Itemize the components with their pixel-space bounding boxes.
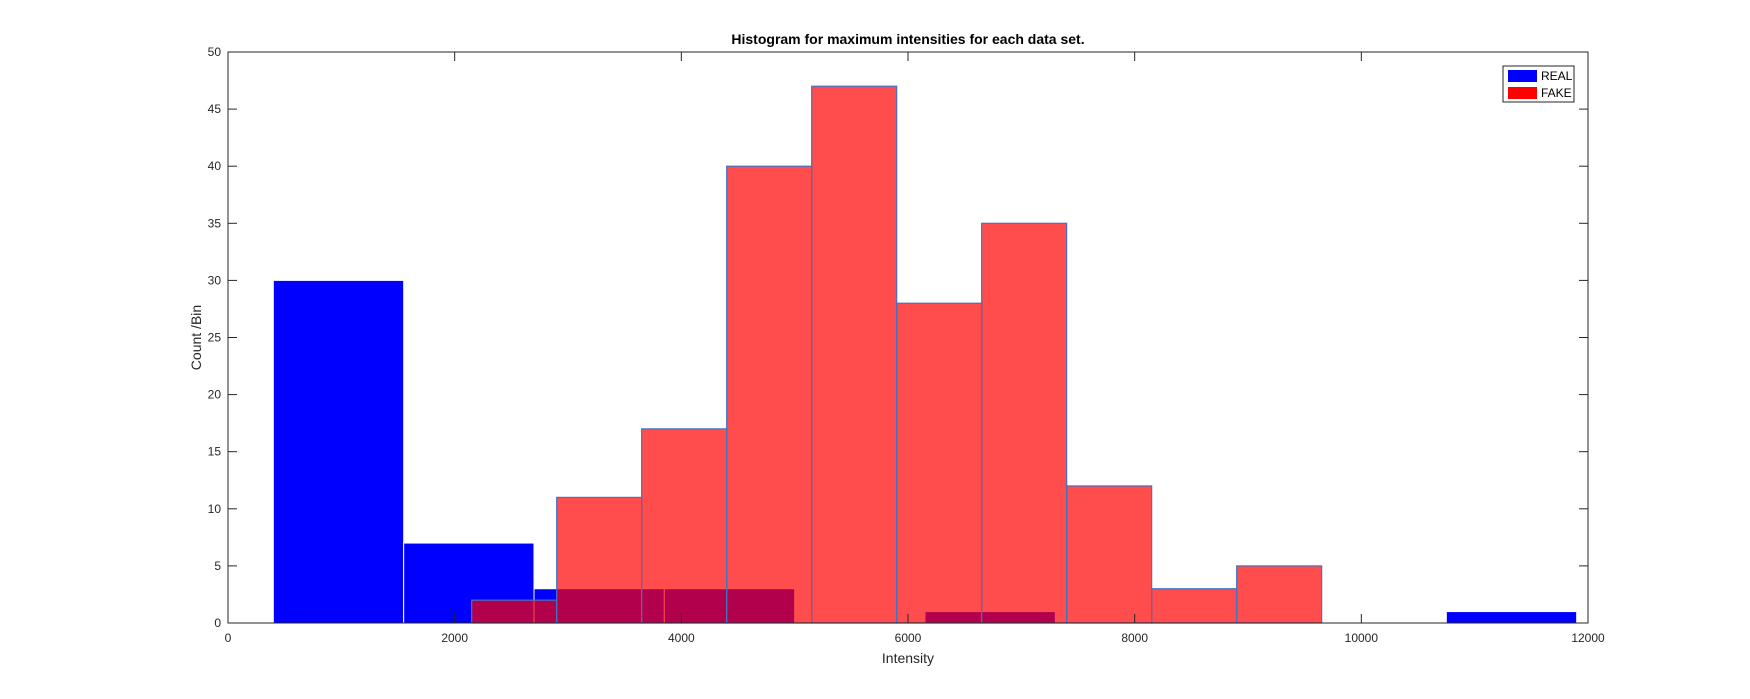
bar-fake-8: [1151, 588, 1238, 624]
x-axis-label: Intensity: [882, 650, 934, 666]
x-tick-label: 10000: [1345, 631, 1379, 645]
x-tick-label: 8000: [1121, 631, 1148, 645]
legend-label-real: REAL: [1541, 69, 1573, 83]
y-tick-label: 20: [208, 388, 222, 402]
bar-fake-0: [471, 599, 558, 624]
bar-fake-2: [641, 428, 728, 624]
y-tick-label: 0: [214, 616, 221, 630]
legend-swatch-fake: [1508, 87, 1537, 99]
x-tick-label: 2000: [441, 631, 468, 645]
y-tick-label: 35: [208, 216, 222, 230]
bars-layer: [272, 85, 1578, 624]
x-tick-label: 0: [225, 631, 232, 645]
legend-label-fake: FAKE: [1541, 86, 1572, 100]
x-tick-label: 6000: [895, 631, 922, 645]
ticks-layer: 0 2000 4000 6000 8000 10000 12000 0 5 10 15 20 25 30 3…: [208, 45, 1605, 645]
bar-fake-3: [726, 165, 813, 624]
bar-fake-1: [556, 496, 643, 624]
chart-title: Histogram for maximum intensities for ea…: [731, 31, 1084, 47]
y-tick-label: 15: [208, 445, 222, 459]
bar-fake-6: [981, 222, 1068, 624]
y-tick-label: 25: [208, 331, 222, 345]
bar-fake-9: [1236, 565, 1323, 624]
y-tick-label: 30: [208, 273, 222, 287]
bar-real-0: [272, 279, 405, 624]
y-tick-label: 10: [208, 502, 222, 516]
x-tick-label: 4000: [668, 631, 695, 645]
x-tick-label: 12000: [1571, 631, 1605, 645]
bar-real-9: [1445, 611, 1578, 624]
bar-fake-4: [811, 85, 898, 624]
bar-fake-7: [1066, 485, 1153, 624]
bar-fake-5: [896, 302, 983, 624]
legend: REAL FAKE: [1502, 65, 1575, 103]
y-tick-label: 50: [208, 45, 222, 59]
y-tick-label: 40: [208, 159, 222, 173]
y-tick-label: 5: [214, 559, 221, 573]
y-tick-label: 45: [208, 102, 222, 116]
y-axis-label: Count /Bin: [188, 305, 204, 370]
legend-swatch-real: [1508, 70, 1537, 82]
